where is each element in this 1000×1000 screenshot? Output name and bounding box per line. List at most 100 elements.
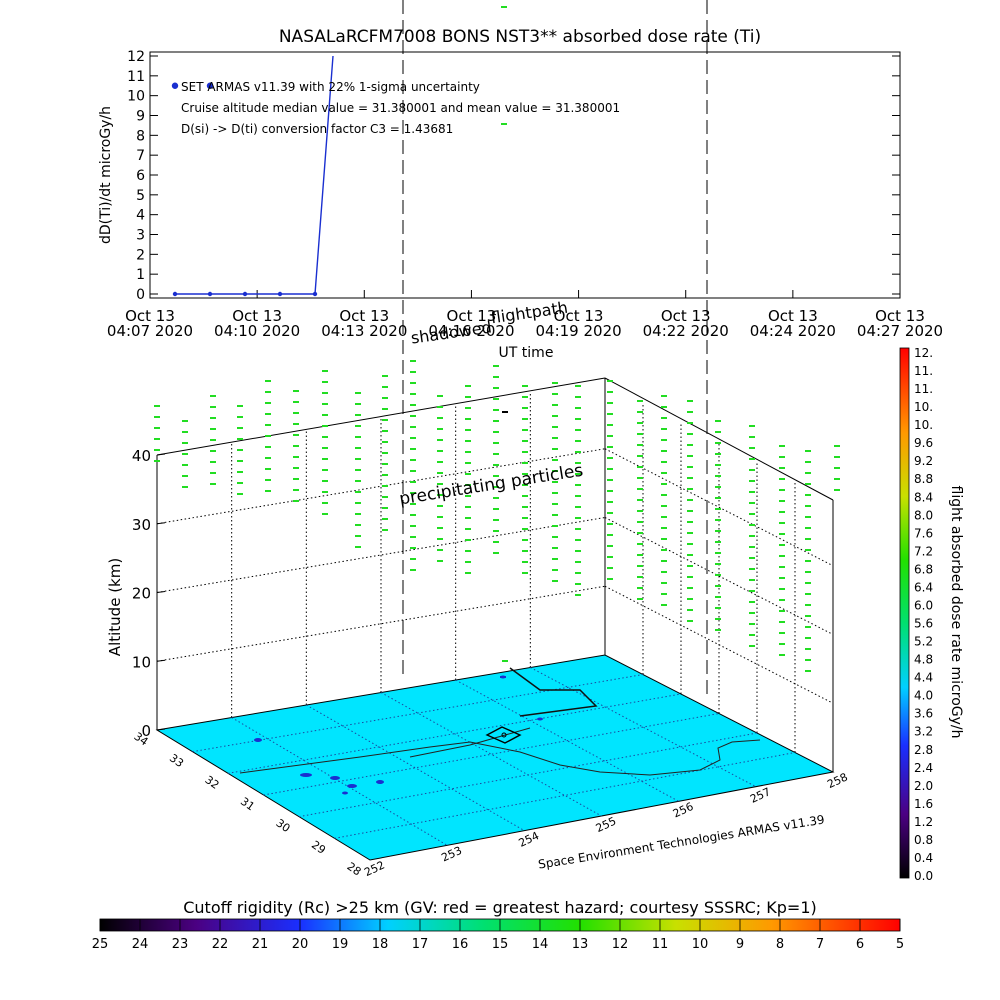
particle-dash bbox=[410, 569, 416, 571]
rigidity-colorbar-tick-label: 10 bbox=[692, 937, 709, 952]
particle-dash bbox=[749, 447, 755, 449]
dose-colorbar-tick-label: 6.4 bbox=[914, 580, 933, 594]
particle-dash bbox=[637, 532, 643, 534]
particle-dash bbox=[661, 483, 667, 485]
particle-dash bbox=[661, 395, 667, 397]
dose-point bbox=[172, 291, 178, 297]
particle-dash bbox=[355, 436, 361, 438]
rigidity-colorbar-tick-label: 18 bbox=[372, 937, 389, 952]
particle-dash bbox=[552, 426, 558, 428]
particle-dash bbox=[322, 491, 328, 493]
particle-dash bbox=[805, 648, 811, 650]
particle-dash bbox=[805, 450, 811, 452]
particle-dash bbox=[779, 456, 785, 458]
altitude-tick bbox=[156, 522, 166, 525]
particle-dash bbox=[265, 391, 271, 393]
dose-colorbar-tick-label: 2.0 bbox=[914, 779, 933, 793]
particle-dash bbox=[493, 387, 499, 389]
x-tick-label-date: Oct 13 bbox=[875, 307, 925, 325]
particle-dash bbox=[493, 530, 499, 532]
particle-dash bbox=[410, 536, 416, 538]
particle-dash bbox=[293, 478, 299, 480]
particle-dash bbox=[749, 524, 755, 526]
particle-dash bbox=[687, 554, 693, 556]
particle-dash bbox=[637, 598, 643, 600]
particle-dash bbox=[834, 467, 840, 469]
particle-dash bbox=[552, 404, 558, 406]
particle-dash bbox=[465, 385, 471, 387]
particle-dash bbox=[293, 445, 299, 447]
credit-text: Space Environment Technologies ARMAS v11… bbox=[537, 812, 825, 871]
particle-dash bbox=[779, 511, 785, 513]
particle-dash bbox=[552, 448, 558, 450]
particle-dash bbox=[522, 561, 528, 563]
particle-dash bbox=[493, 398, 499, 400]
y-tick-label: 9 bbox=[136, 109, 145, 125]
rigidity-colorbar-tick-label: 5 bbox=[896, 937, 904, 952]
dose-colorbar-tick-label: 12. bbox=[914, 346, 933, 360]
particle-dash bbox=[749, 634, 755, 636]
particle-dash bbox=[834, 478, 840, 480]
particle-dash bbox=[154, 449, 160, 451]
dose-colorbar-tick-label: 2.8 bbox=[914, 743, 933, 757]
particle-dash bbox=[355, 425, 361, 427]
particle-dash bbox=[607, 468, 613, 470]
particle-dash bbox=[637, 488, 643, 490]
particle-dash bbox=[805, 494, 811, 496]
particle-dash bbox=[322, 469, 328, 471]
particle-dash bbox=[410, 514, 416, 516]
particle-dash bbox=[779, 555, 785, 557]
particle-dash bbox=[661, 516, 667, 518]
particle-dash bbox=[779, 445, 785, 447]
rigidity-colorbar-tick-label: 6 bbox=[856, 937, 864, 952]
particle-dash bbox=[749, 557, 755, 559]
rigidity-colorbar-tick-label: 19 bbox=[332, 937, 349, 952]
dose-colorbar-label: flight absorbed dose rate microGy/h bbox=[948, 486, 964, 739]
particle-dash bbox=[749, 546, 755, 548]
particle-dash bbox=[437, 428, 443, 430]
particle-dash bbox=[805, 472, 811, 474]
particle-dash bbox=[465, 550, 471, 552]
particle-dash bbox=[493, 442, 499, 444]
particle-dash bbox=[805, 549, 811, 551]
particle-dash bbox=[749, 458, 755, 460]
particle-dash bbox=[493, 541, 499, 543]
particle-dash bbox=[322, 480, 328, 482]
particle-dash bbox=[687, 411, 693, 413]
longitude-tick-label: 253 bbox=[439, 844, 464, 865]
dose-colorbar-tick-label: 0.4 bbox=[914, 851, 933, 865]
particle-dash bbox=[575, 495, 581, 497]
particle-dash bbox=[779, 467, 785, 469]
particle-dash bbox=[437, 560, 443, 562]
particle-dash bbox=[637, 576, 643, 578]
particle-dash bbox=[687, 488, 693, 490]
particle-dash bbox=[749, 590, 755, 592]
particle-dash bbox=[465, 429, 471, 431]
longitude-tick-label: 258 bbox=[825, 770, 850, 791]
particle-dash bbox=[465, 572, 471, 574]
particle-dash bbox=[805, 560, 811, 562]
particle-dash bbox=[715, 519, 721, 521]
particle-dash bbox=[687, 422, 693, 424]
state-boundary bbox=[409, 727, 531, 758]
particle-dash bbox=[437, 406, 443, 408]
particle-dash bbox=[465, 506, 471, 508]
particle-dash bbox=[661, 593, 667, 595]
x-tick-label-date: Oct 13 bbox=[447, 307, 497, 325]
y-tick-label: 12 bbox=[127, 49, 145, 65]
particle-dash bbox=[607, 479, 613, 481]
particle-dash bbox=[749, 425, 755, 427]
particle-dash bbox=[437, 549, 443, 551]
particle-dash bbox=[182, 486, 188, 488]
particle-dash bbox=[437, 505, 443, 507]
particle-dash bbox=[575, 539, 581, 541]
particle-dash bbox=[575, 583, 581, 585]
particle-dash bbox=[322, 447, 328, 449]
y-tick-label: 6 bbox=[136, 168, 145, 184]
particle-dash bbox=[522, 451, 528, 453]
particle-dash bbox=[237, 416, 243, 418]
particle-dash bbox=[410, 382, 416, 384]
top-back-edge bbox=[156, 377, 606, 456]
y-tick-label: 2 bbox=[136, 247, 145, 263]
